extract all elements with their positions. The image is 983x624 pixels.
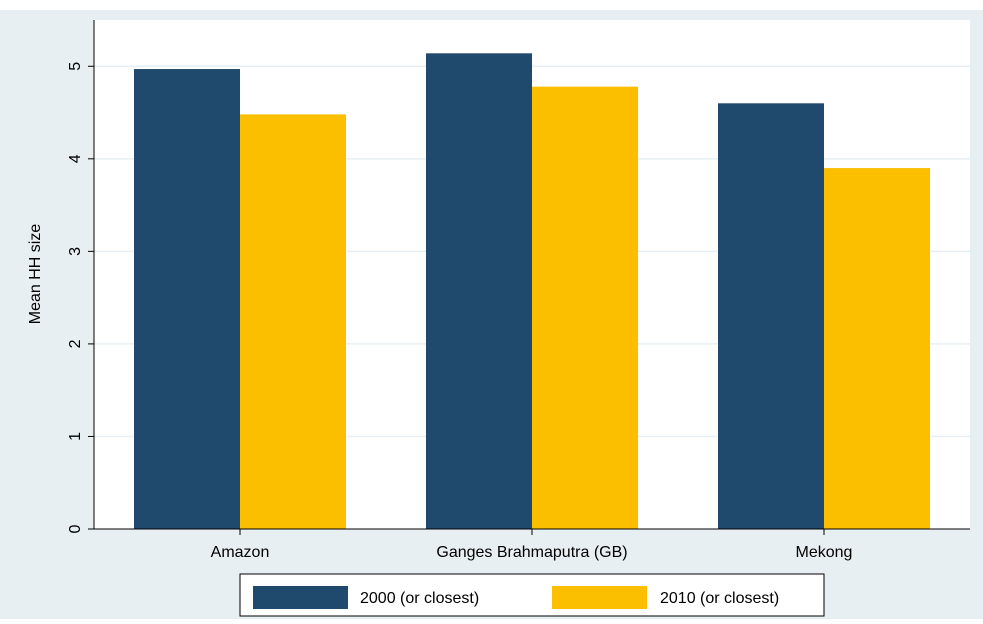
legend: 2000 (or closest) 2010 (or closest) [239,573,825,617]
legend-swatch-1 [552,586,647,609]
x-tick-label: Amazon [211,544,270,561]
y-axis-label: Mean HH size [27,224,44,325]
y-tick-label: 0 [67,524,84,533]
legend-label-1: 2010 (or closest) [660,590,779,607]
legend-label-0: 2000 (or closest) [360,590,479,607]
y-axis-ticks: 0 1 2 3 4 5 [67,62,94,533]
bar-2010-1 [532,86,638,530]
bars [134,53,930,530]
y-tick-label: 5 [67,62,84,71]
legend-swatch-0 [253,586,348,609]
bar-2000-0 [134,69,240,530]
bar-2010-2 [824,168,930,529]
y-tick-label: 1 [67,432,84,441]
x-axis-ticks: Amazon Ganges Brahmaputra (GB) Mekong [211,529,853,561]
bar-2000-2 [718,103,824,530]
bar-2000-1 [426,53,532,529]
bar-2010-0 [240,114,346,529]
y-tick-label: 3 [67,247,84,256]
y-tick-label: 4 [67,154,84,163]
x-tick-label: Mekong [796,544,853,561]
y-tick-label: 2 [67,339,84,348]
x-tick-label: Ganges Brahmaputra (GB) [436,544,627,561]
